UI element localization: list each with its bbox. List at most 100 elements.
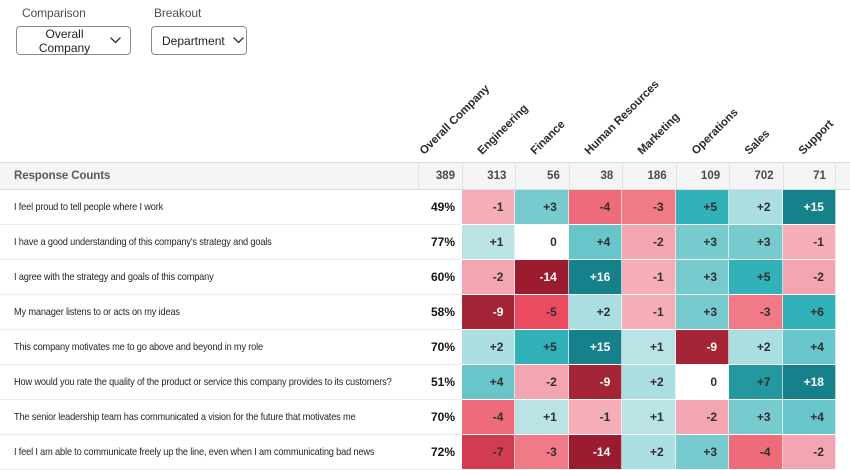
column-header-marketing[interactable]: Marketing [635, 111, 683, 158]
question-cell: I agree with the strategy and goals of t… [0, 260, 418, 295]
breakout-label: Breakout [154, 6, 202, 20]
delta-cell-sales: +7 [729, 365, 783, 400]
delta-cell-sales: +3 [729, 225, 783, 260]
overall-score-cell: 77% [418, 225, 462, 260]
column-header-finance[interactable]: Finance [528, 118, 568, 158]
delta-cell-finance: +1 [515, 400, 569, 435]
question-row: How would you rate the quality of the pr… [0, 365, 850, 400]
delta-cell-human-resources: -14 [568, 435, 623, 470]
question-text: How would you rate the quality of the pr… [14, 376, 392, 388]
delta-cell-sales: +5 [729, 260, 783, 295]
overall-score-cell: 58% [418, 295, 462, 330]
question-cell: This company motivates me to go above an… [0, 330, 418, 365]
overall-score-cell: 49% [418, 190, 462, 225]
delta-cell-finance: 0 [515, 225, 569, 260]
question-cell: I have a good understanding of this comp… [0, 225, 418, 260]
delta-cell-marketing: -1 [622, 260, 676, 295]
delta-cell-operations: +3 [675, 295, 730, 330]
delta-cell-support: +4 [782, 330, 836, 365]
delta-cell-engineering: -1 [462, 190, 516, 225]
response-count-support: 71 [782, 163, 836, 189]
question-row: This company motivates me to go above an… [0, 330, 850, 365]
delta-cell-human-resources: +15 [568, 330, 623, 365]
question-row: The senior leadership team has communica… [0, 400, 850, 435]
chevron-down-icon [110, 37, 121, 44]
delta-cell-marketing: +2 [622, 435, 676, 470]
question-row: My manager listens to or acts on my idea… [0, 295, 850, 330]
overall-score-cell: 51% [418, 365, 462, 400]
delta-cell-marketing: -2 [622, 225, 676, 260]
delta-cell-support: -1 [782, 225, 836, 260]
delta-cell-engineering: -7 [462, 435, 516, 470]
question-row: I feel proud to tell people where I work… [0, 190, 850, 225]
question-row: I have a good understanding of this comp… [0, 225, 850, 260]
delta-cell-human-resources: +2 [568, 295, 623, 330]
question-text: I have a good understanding of this comp… [14, 236, 272, 248]
response-count-engineering: 313 [462, 163, 515, 189]
question-text: My manager listens to or acts on my idea… [14, 306, 180, 318]
delta-cell-sales: +2 [729, 190, 783, 225]
delta-cell-sales: +2 [729, 330, 783, 365]
delta-cell-finance: +5 [515, 330, 569, 365]
overall-score-cell: 70% [418, 330, 462, 365]
overall-score-cell: 72% [418, 435, 462, 470]
delta-cell-engineering: -9 [462, 295, 516, 330]
question-cell: I feel I am able to communicate freely u… [0, 435, 418, 470]
delta-cell-operations: +3 [675, 435, 730, 470]
question-text: I agree with the strategy and goals of t… [14, 271, 214, 283]
delta-cell-operations: +3 [675, 260, 730, 295]
comparison-dropdown[interactable]: Overall Company [16, 26, 131, 55]
question-cell: How would you rate the quality of the pr… [0, 365, 418, 400]
delta-cell-support: -2 [782, 435, 836, 470]
delta-cell-finance: -5 [515, 295, 569, 330]
column-header-support[interactable]: Support [796, 118, 836, 158]
delta-cell-operations: +5 [675, 190, 730, 225]
response-counts-label: Response Counts [14, 170, 111, 182]
delta-cell-human-resources: +4 [568, 225, 623, 260]
overall-score-cell: 60% [418, 260, 462, 295]
response-counts-row: Response Counts 389 313 56 38 186 109 702 71 [0, 162, 850, 190]
question-row: I feel I am able to communicate freely u… [0, 435, 850, 470]
comparison-label: Comparison [22, 6, 86, 20]
question-text: The senior leadership team has communica… [14, 411, 356, 423]
delta-cell-finance: +3 [515, 190, 569, 225]
delta-cell-support: +4 [782, 400, 836, 435]
delta-cell-engineering: -2 [462, 260, 516, 295]
response-count-overall-company: 389 [418, 163, 462, 189]
overall-score-cell: 70% [418, 400, 462, 435]
column-header-operations[interactable]: Operations [689, 106, 741, 158]
delta-cell-operations: +3 [675, 225, 730, 260]
delta-cell-engineering: +2 [462, 330, 516, 365]
question-text: I feel I am able to communicate freely u… [14, 446, 375, 458]
delta-cell-support: -2 [782, 260, 836, 295]
delta-cell-sales: -3 [729, 295, 783, 330]
delta-cell-finance: -3 [515, 435, 569, 470]
column-header-engineering[interactable]: Engineering [475, 102, 531, 158]
delta-cell-marketing: -3 [622, 190, 676, 225]
delta-cell-operations: 0 [675, 365, 730, 400]
response-count-operations: 109 [675, 163, 729, 189]
delta-cell-support: +18 [782, 365, 836, 400]
breakout-dropdown[interactable]: Department [151, 26, 247, 55]
breakout-dropdown-value: Department [162, 33, 225, 48]
question-text: This company motivates me to go above an… [14, 341, 263, 353]
delta-cell-marketing: +1 [622, 330, 676, 365]
question-row: I agree with the strategy and goals of t… [0, 260, 850, 295]
column-header-sales[interactable]: Sales [742, 127, 773, 158]
delta-cell-human-resources: -4 [568, 190, 623, 225]
heatmap-table: Response Counts 389 313 56 38 186 109 702 71 I fe… [0, 162, 850, 470]
delta-cell-marketing: +1 [622, 400, 676, 435]
delta-cell-human-resources: -1 [568, 400, 623, 435]
delta-cell-human-resources: +16 [568, 260, 623, 295]
delta-cell-marketing: +2 [622, 365, 676, 400]
response-count-sales: 702 [729, 163, 782, 189]
delta-cell-human-resources: -9 [568, 365, 623, 400]
delta-cell-finance: -14 [515, 260, 569, 295]
delta-cell-operations: -9 [675, 330, 730, 365]
question-cell: The senior leadership team has communica… [0, 400, 418, 435]
delta-cell-support: +15 [782, 190, 836, 225]
response-count-human-resources: 38 [568, 163, 622, 189]
response-count-finance: 56 [515, 163, 568, 189]
question-text: I feel proud to tell people where I work [14, 201, 164, 213]
